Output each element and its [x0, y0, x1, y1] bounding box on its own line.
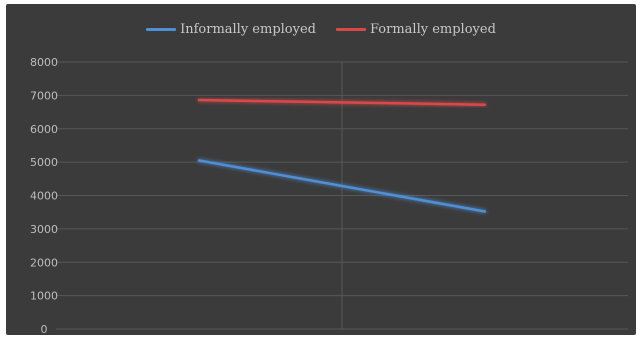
- y-tick-label-8000: 8000: [30, 56, 58, 69]
- y-tick-label-5000: 5000: [30, 156, 58, 169]
- chart-plot: 0 1000 2000 3000 4000 5000 6000 7000 8000: [30, 56, 628, 335]
- legend-swatch-formally-employed: [336, 28, 366, 31]
- y-tick-label-2000: 2000: [30, 256, 58, 269]
- legend-label-informally-employed: Informally employed: [180, 22, 316, 37]
- y-tick-label-1000: 1000: [30, 290, 58, 303]
- legend-item-informally-employed: Informally employed: [146, 22, 316, 37]
- legend-label-formally-employed: Formally employed: [370, 22, 496, 37]
- y-tick-label-4000: 4000: [30, 190, 58, 203]
- chart-legend: Informally employed Formally employed: [6, 22, 636, 37]
- y-tick-label-6000: 6000: [30, 123, 58, 136]
- legend-swatch-informally-employed: [146, 28, 177, 31]
- y-tick-label-3000: 3000: [30, 223, 58, 236]
- series-line-informally-employed: [197, 159, 487, 213]
- y-tick-label-0: 0: [41, 323, 48, 335]
- legend-item-formally-employed: Formally employed: [336, 22, 496, 37]
- chart-frame: Informally employed Formally employed 0 1…: [6, 4, 636, 335]
- series-line-formally-employed: [197, 98, 487, 106]
- y-tick-label-7000: 7000: [30, 89, 58, 102]
